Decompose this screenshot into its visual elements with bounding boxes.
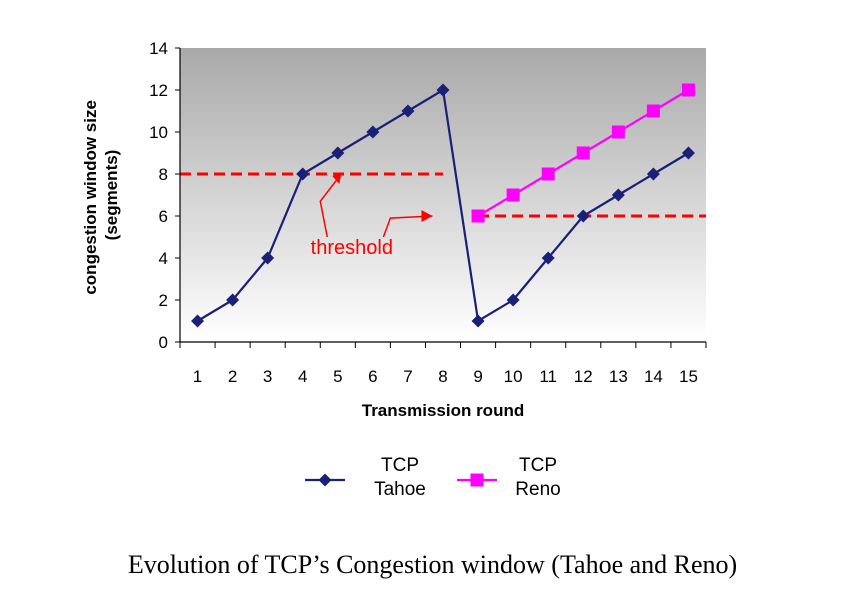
legend: TCP Tahoe TCP Reno: [305, 455, 561, 500]
y-tick-label: 6: [159, 207, 168, 226]
x-tick-label: 15: [679, 367, 698, 386]
data-point: [471, 314, 485, 328]
legend-item-tahoe: TCP Tahoe: [305, 455, 426, 500]
legend-item-reno: TCP Reno: [457, 455, 561, 500]
data-point: [576, 209, 590, 223]
x-tick-label: 10: [504, 367, 523, 386]
x-tick-label: 13: [609, 367, 628, 386]
legend-label-line1: TCP: [519, 455, 557, 476]
y-tick-label: 2: [159, 291, 168, 310]
x-tick-label: 8: [438, 367, 447, 386]
x-tick-label: 9: [473, 367, 482, 386]
annotation-arrowhead: [421, 210, 433, 222]
x-tick-label: 2: [228, 367, 237, 386]
annotation-arrow: [382, 215, 433, 238]
data-point: [541, 167, 555, 181]
series-tahoe: [191, 83, 695, 328]
y-tick-label: 14: [149, 39, 168, 58]
data-point: [681, 83, 695, 97]
legend-label-line2: Reno: [515, 479, 560, 500]
threshold-annotation: threshold: [311, 237, 393, 259]
y-axis-title: congestion window size (segments): [81, 95, 121, 294]
x-tick-label: 12: [574, 367, 593, 386]
x-tick-label: 11: [539, 367, 557, 386]
x-tick-label: 14: [644, 367, 663, 386]
x-tick-label: 4: [298, 367, 307, 386]
y-tick-label: 10: [149, 123, 168, 142]
x-tick-label: 5: [333, 367, 342, 386]
y-axis-title-line1: congestion window size: [81, 100, 100, 295]
figure-caption: Evolution of TCP’s Congestion window (Ta…: [127, 550, 738, 579]
data-point: [506, 188, 520, 202]
x-tick-label: 7: [403, 367, 412, 386]
data-point: [471, 209, 485, 223]
data-point: [646, 167, 660, 181]
x-tick-label: 6: [368, 367, 377, 386]
data-point: [401, 104, 415, 118]
annotation-arrowhead: [332, 174, 342, 184]
x-axis-title: Transmission round: [362, 401, 524, 420]
y-axis-title-line2: (segments): [102, 150, 121, 241]
data-point: [611, 188, 625, 202]
legend-marker: [318, 473, 332, 487]
data-point: [261, 251, 275, 265]
data-point: [541, 251, 555, 265]
annotation-arrow: [319, 173, 342, 238]
data-point: [296, 167, 310, 181]
data-point: [226, 293, 240, 307]
legend-marker: [470, 473, 484, 487]
y-tick-label: 4: [159, 249, 168, 268]
data-point: [611, 125, 625, 139]
y-tick-label: 0: [159, 333, 168, 352]
data-point: [331, 146, 345, 160]
x-tick-label: 3: [263, 367, 272, 386]
y-tick-label: 12: [149, 81, 168, 100]
data-point: [681, 146, 695, 160]
data-point: [191, 314, 205, 328]
data-point: [436, 83, 450, 97]
data-point: [646, 104, 660, 118]
x-tick-label: 1: [193, 367, 202, 386]
legend-label-line2: Tahoe: [374, 479, 426, 500]
data-point: [506, 293, 520, 307]
y-tick-label: 8: [159, 165, 168, 184]
data-point: [366, 125, 380, 139]
data-point: [576, 146, 590, 160]
legend-label-line1: TCP: [381, 455, 419, 476]
series-reno: [471, 83, 695, 223]
